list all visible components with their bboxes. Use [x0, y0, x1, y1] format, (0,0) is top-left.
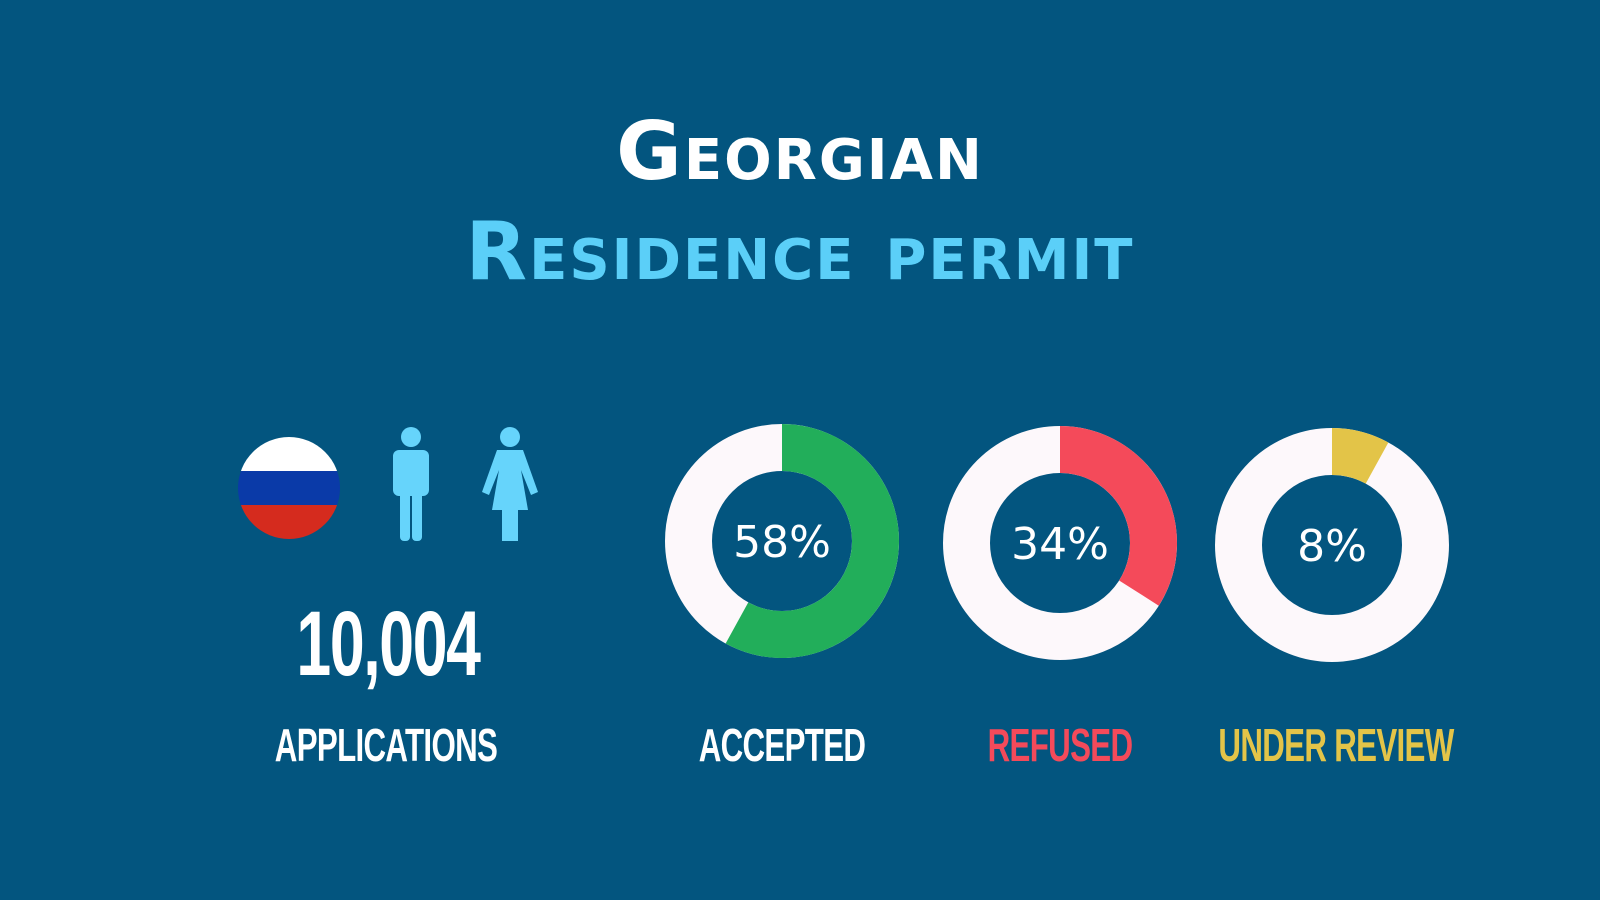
- title-line1: Georgian: [616, 105, 984, 198]
- applications-count: 10,004: [296, 593, 481, 695]
- woman-icon: [482, 427, 538, 541]
- donut-charts: 58% 34% 8%: [665, 424, 1449, 662]
- donut-value-label: 34%: [1011, 519, 1109, 570]
- man-icon: [393, 427, 429, 541]
- accepted-label: ACCEPTED: [698, 719, 866, 771]
- applications-label: APPLICATIONS: [274, 719, 498, 771]
- refused-label: REFUSED: [987, 719, 1133, 771]
- donut-refused: 34%: [943, 426, 1178, 660]
- donut-segment: [1332, 428, 1389, 484]
- donut-segment: [1060, 426, 1178, 606]
- donut-value-label: 8%: [1297, 521, 1367, 572]
- donut-segment: [725, 424, 899, 659]
- donut-value-label: 58%: [733, 517, 831, 568]
- donut-accepted: 58%: [665, 424, 899, 659]
- under-review-label: UNDER REVIEW: [1218, 719, 1454, 771]
- title-line2: Residence permit: [465, 205, 1135, 298]
- russia-flag-icon: [238, 437, 340, 539]
- donut-under-review: 8%: [1215, 428, 1449, 662]
